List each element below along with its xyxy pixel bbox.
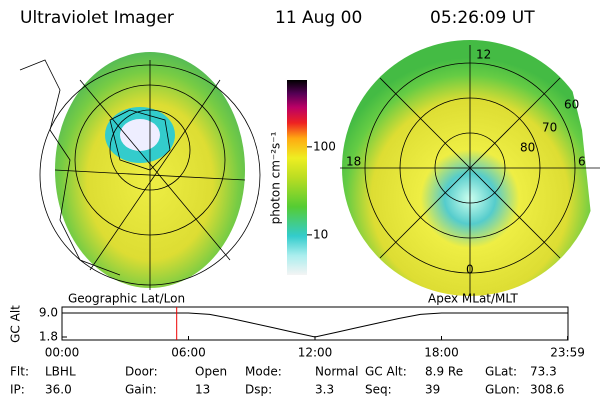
info-label: GLat: [485,365,517,379]
info-label: GLon: [485,383,520,397]
x-tick-label: 18:00 [424,346,459,360]
info-value: 308.6 [530,383,564,397]
date: 11 Aug 00 [275,8,362,28]
alt-ylabel: GC Alt [9,305,23,343]
info-label: Dsp: [245,383,272,397]
alt-box [61,306,569,341]
info-label: Mode: [245,365,282,379]
info-label: GC Alt: [365,365,407,379]
x-tick-label: 06:00 [171,346,206,360]
info-label: Seq: [365,383,392,397]
info-value: 8.9 Re [425,365,463,379]
y-tick-label: 9.0 [39,306,58,320]
info-value: 73.3 [530,365,557,379]
colorbar-tick-label: 10 [313,227,328,241]
colorbar-tick-label: 100 [313,139,336,153]
mlt-label: 0 [466,263,474,277]
polar-grid [340,45,600,296]
x-tick-label: 00:00 [45,346,80,360]
mlt-label: 6 [578,155,586,169]
x-tick-label: 12:00 [298,346,333,360]
left-caption: Geographic Lat/Lon [68,292,185,306]
info-label: Flt: [10,365,29,379]
right-caption: Apex MLat/MLT [428,292,518,306]
x-tick-label: 23:59 [550,346,585,360]
mlt-label: 12 [476,48,491,62]
colorbar-label: photon cm⁻²s⁻¹ [269,131,283,224]
info-label: Gain: [125,383,157,397]
time: 05:26:09 UT [430,8,535,28]
mlat-label: 80 [520,141,535,155]
info-value: Normal [315,365,358,379]
colorbar [287,80,307,275]
info-value: 36.0 [45,383,72,397]
mlat-label: 70 [542,121,557,135]
alt-curve [62,312,568,338]
info-value: 13 [195,383,210,397]
info-value: LBHL [45,365,76,379]
mlat-label: 60 [564,98,579,112]
info-value: 3.3 [315,383,334,397]
info-value: Open [195,365,227,379]
y-tick-label: 1.8 [39,330,58,344]
geo-image [19,52,261,290]
mlt-label: 18 [346,155,361,169]
info-label: Door: [125,365,158,379]
info-label: IP: [10,383,25,397]
info-value: 39 [425,383,440,397]
title: Ultraviolet Imager [20,8,174,28]
